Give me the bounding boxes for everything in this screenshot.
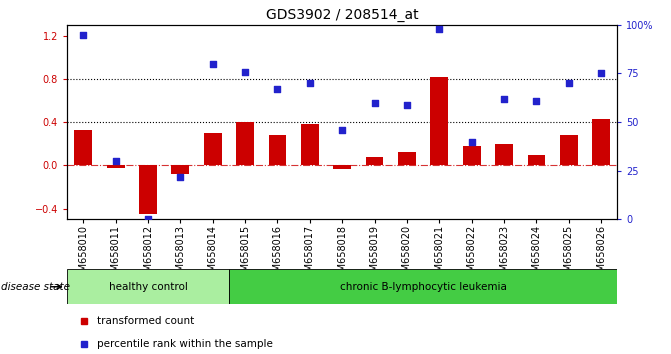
Point [531,98,541,103]
Bar [268,135,287,165]
Bar [560,135,578,165]
Bar [74,130,92,165]
Bar [333,165,351,169]
Point [78,32,89,37]
Bar [172,165,189,174]
Bar [301,124,319,165]
Bar [236,122,254,165]
Bar [229,269,617,304]
Bar [430,77,448,165]
Point [499,96,509,102]
Point [564,80,574,86]
Point [596,70,607,76]
Point [401,102,412,107]
Bar [463,146,480,165]
Text: transformed count: transformed count [97,316,195,326]
Bar [67,269,229,304]
Bar [204,133,221,165]
Point [240,69,250,74]
Title: GDS3902 / 208514_at: GDS3902 / 208514_at [266,8,419,22]
Point [305,80,315,86]
Bar [495,144,513,165]
Point [272,86,283,92]
Bar [107,165,125,167]
Text: percentile rank within the sample: percentile rank within the sample [97,339,273,349]
Point [143,217,154,222]
Bar [592,119,610,165]
Bar [139,165,157,214]
Text: disease state: disease state [1,282,70,292]
Point [175,174,186,179]
Point [466,139,477,144]
Point [434,26,445,32]
Text: chronic B-lymphocytic leukemia: chronic B-lymphocytic leukemia [340,282,507,292]
Point [110,158,121,164]
Point [207,61,218,67]
Bar [366,157,384,165]
Text: healthy control: healthy control [109,282,187,292]
Point [337,127,348,133]
Bar [527,155,546,165]
Bar [398,153,416,165]
Point [369,100,380,105]
